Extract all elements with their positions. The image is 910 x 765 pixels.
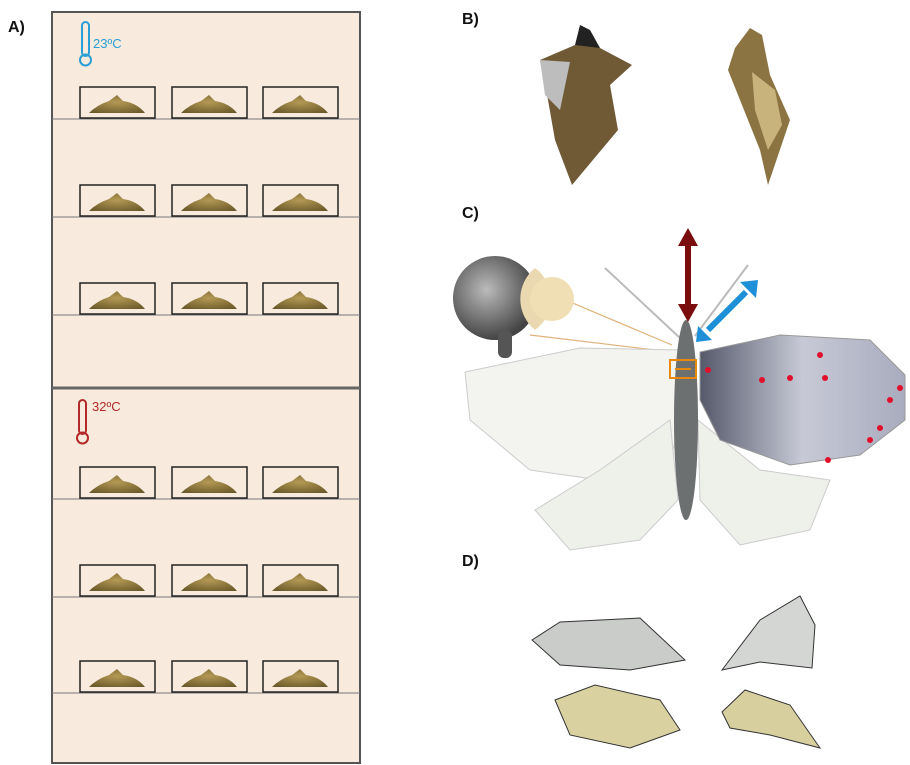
page: A) 23ºC 32ºC B) C) (0, 0, 910, 765)
temperature-label: 32ºC (92, 399, 121, 414)
pupa-photo (728, 28, 790, 185)
panel-label: D) (462, 553, 479, 570)
arrow-vertical (678, 228, 698, 322)
panel-label: A) (8, 19, 25, 36)
temperature-label: 23ºC (93, 36, 122, 51)
wing-photos (532, 596, 820, 748)
pupa-photo (540, 25, 632, 185)
arrow-diagonal (696, 280, 758, 342)
panel-label: B) (462, 11, 479, 28)
figure: A) 23ºC 32ºC B) C) (0, 0, 910, 765)
panel-label: C) (462, 205, 479, 222)
butterfly (453, 256, 905, 550)
